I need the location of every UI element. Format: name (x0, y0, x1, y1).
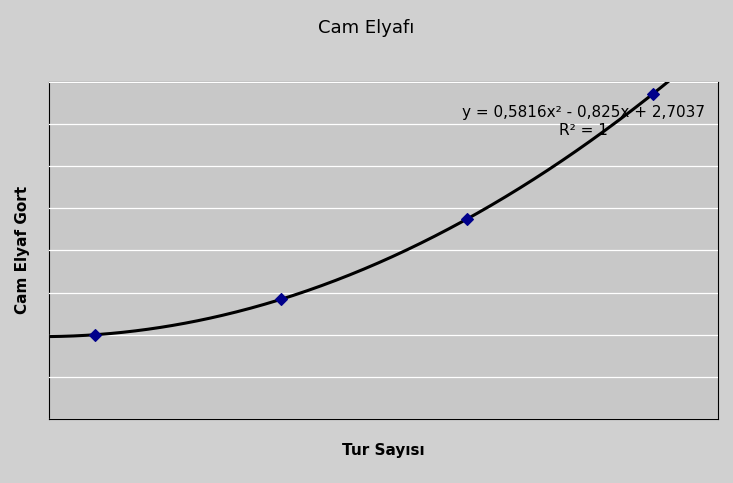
Text: y = 0,5816x² - 0,825x + 2,7037
R² = 1: y = 0,5816x² - 0,825x + 2,7037 R² = 1 (462, 105, 704, 138)
Text: Cam Elyafı: Cam Elyafı (318, 19, 415, 37)
X-axis label: Tur Sayısı: Tur Sayısı (342, 443, 424, 458)
Y-axis label: Cam Elyaf Gort: Cam Elyaf Gort (15, 186, 30, 314)
